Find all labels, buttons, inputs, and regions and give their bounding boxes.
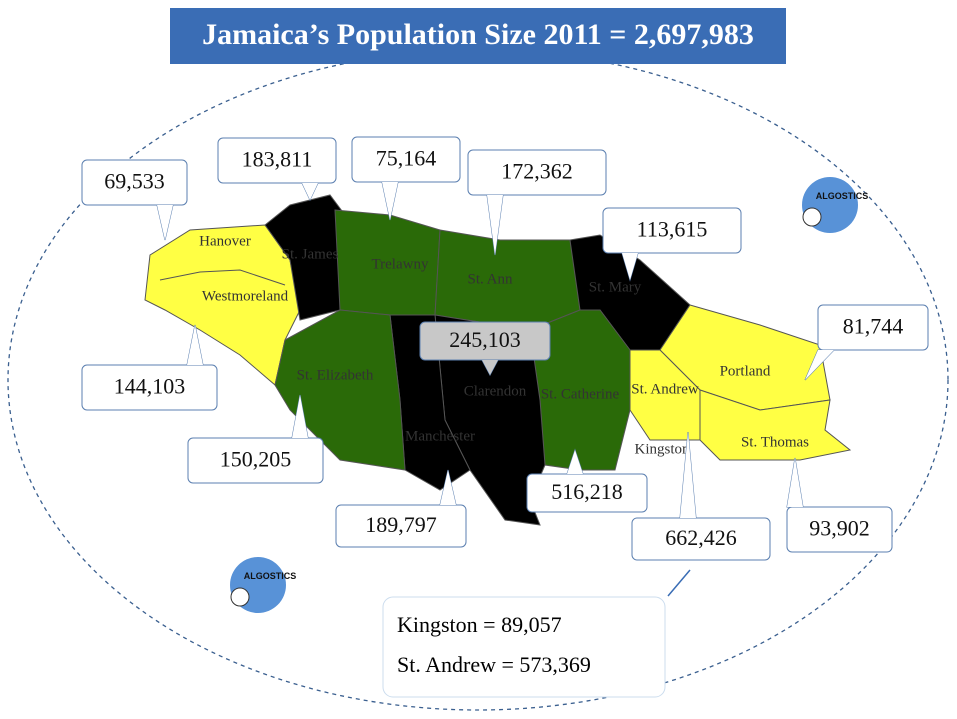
st-thomas: [699, 389, 852, 461]
callout-tail-fill: [440, 470, 456, 505]
title-box: [170, 8, 786, 64]
callout-value: 93,902: [809, 516, 870, 541]
note-box: [382, 596, 666, 698]
callout-tail-fill: [805, 350, 834, 380]
callout-tail-fill: [622, 253, 638, 280]
callout-box: [526, 473, 648, 513]
map-label: St. Ann: [467, 271, 513, 287]
map-label: St. Elizabeth: [297, 367, 374, 383]
callout-tail-fill: [187, 325, 203, 365]
map-label: St. Thomas: [741, 434, 809, 450]
callout-value: 81,744: [843, 314, 904, 339]
callout-tail-fill: [567, 450, 583, 474]
callout-box: [81, 364, 218, 411]
callout-tail-fill: [382, 182, 398, 220]
map-label: Manchester: [405, 428, 475, 444]
map-label: Clarendon: [464, 383, 527, 399]
map-label: St. Catherine: [541, 386, 620, 402]
callout-box: [817, 304, 929, 351]
callout-tail-fill: [482, 360, 498, 375]
logo-text: ALGOSTICS: [244, 571, 297, 581]
map-label: Trelawny: [372, 256, 429, 272]
map-label: Portland: [720, 363, 771, 379]
callout-tail-fill: [157, 205, 173, 240]
callout-value: 662,426: [665, 525, 737, 550]
callout-value: 75,164: [376, 146, 437, 171]
callout-value: 69,533: [104, 169, 165, 194]
callout-box: [351, 136, 461, 183]
callout-value: 172,362: [501, 159, 573, 184]
border: [159, 269, 286, 286]
map-label: Hanover: [199, 233, 251, 249]
map-label: St. James: [282, 246, 339, 262]
callout-tail-fill: [487, 195, 503, 255]
note-line: Kingston = 89,057: [397, 612, 562, 637]
map-label: St. Andrew: [631, 381, 699, 397]
callout-value: 189,797: [365, 512, 437, 537]
note-line: St. Andrew = 573,369: [397, 652, 591, 677]
callout-box: [631, 517, 771, 561]
callout-box: [602, 207, 742, 254]
logo-target: [230, 587, 250, 607]
callout-box: [467, 149, 607, 196]
callout-box: [81, 159, 188, 206]
map-label: Westmoreland: [202, 288, 289, 304]
callout-value: 245,103: [449, 327, 521, 352]
callout-box: [786, 506, 893, 553]
map-label: St. Mary: [589, 279, 642, 295]
note-arrow: [667, 569, 691, 597]
callout-box: [187, 437, 324, 484]
callout-box: [217, 137, 337, 184]
callout-tail-fill: [302, 183, 318, 200]
callout-value: 516,218: [551, 479, 623, 504]
callout-value: 113,615: [637, 217, 708, 242]
callout-value: 144,103: [114, 374, 186, 399]
callout-tail-fill: [787, 458, 803, 507]
callout-tail-fill: [680, 432, 696, 518]
map: [144, 194, 852, 526]
callout-tail-fill: [292, 395, 308, 438]
callout-value: 150,205: [220, 447, 292, 472]
map-label: Kingston: [634, 441, 690, 457]
callout-box: [335, 504, 467, 548]
logo-text: ALGOSTICS: [816, 191, 869, 201]
st-elizabeth: [274, 309, 406, 471]
title: Jamaica’s Population Size 2011 = 2,697,9…: [202, 18, 754, 51]
callout-value: 183,811: [242, 147, 313, 172]
logo-target: [802, 207, 822, 227]
